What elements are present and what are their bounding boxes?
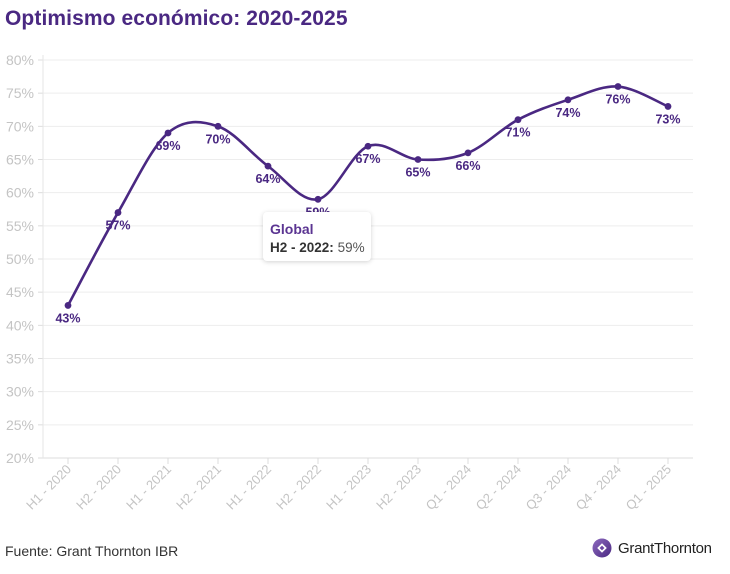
x-tick-label: Q2 - 2024 (473, 462, 524, 513)
tooltip-category: H2 - 2022: (270, 240, 334, 255)
y-tick-label: 50% (6, 251, 34, 267)
y-tick-label: 25% (6, 417, 34, 433)
x-tick-label: Q1 - 2024 (423, 462, 474, 513)
chart-title: Optimismo económico: 2020-2025 (5, 7, 348, 30)
data-point[interactable] (514, 116, 522, 124)
data-point[interactable] (614, 83, 622, 90)
data-point[interactable] (314, 195, 322, 203)
y-tick-label: 70% (6, 118, 34, 134)
y-axis: 20% 25% 30% 35% 40% 45% 50% 55% 60% 65% 70% 75% 80% (6, 52, 44, 466)
data-label: 57% (105, 219, 130, 233)
data-point[interactable] (564, 96, 572, 104)
data-label: 64% (255, 172, 280, 186)
source-note: Fuente: Grant Thornton IBR (5, 543, 179, 559)
tooltip-value-line: H2 - 2022: 59% (270, 240, 365, 255)
data-label: 66% (455, 159, 480, 173)
data-label: 65% (405, 166, 430, 180)
y-tick-label: 40% (6, 317, 34, 333)
x-tick-label: H1 - 2021 (123, 462, 174, 513)
data-point[interactable] (464, 149, 472, 157)
x-tick-label: H2 - 2022 (273, 462, 324, 513)
tooltip: Global H2 - 2022: 59% (263, 212, 371, 261)
data-label: 70% (205, 132, 230, 146)
x-axis: H1 - 2020 H2 - 2020 H1 - 2021 H2 - 2021 H1 -… (23, 458, 674, 513)
y-tick-label: 35% (6, 351, 34, 367)
data-points (64, 83, 672, 309)
x-tick-label: H1 - 2020 (23, 462, 74, 513)
tooltip-value: 59% (337, 240, 365, 255)
logo-text: GrantThornton (618, 539, 712, 557)
data-label: 69% (155, 139, 180, 153)
x-tick-label: H2 - 2023 (373, 462, 424, 513)
y-tick-label: 65% (6, 152, 34, 168)
y-tick-label: 60% (6, 185, 34, 201)
data-point[interactable] (364, 142, 372, 150)
data-label: 43% (55, 311, 80, 325)
data-label: 74% (555, 106, 580, 120)
data-point[interactable] (214, 122, 222, 130)
grant-thornton-logo-icon (592, 538, 612, 558)
y-tick-label: 45% (6, 284, 34, 300)
data-label: 71% (505, 126, 530, 140)
data-point[interactable] (164, 129, 172, 137)
x-tick-label: H2 - 2020 (73, 462, 124, 513)
x-tick-label: Q1 - 2025 (623, 462, 674, 513)
data-label: 67% (355, 152, 380, 166)
data-point[interactable] (64, 302, 72, 309)
data-point[interactable] (264, 162, 272, 170)
x-tick-label: H1 - 2022 (223, 462, 274, 513)
data-label: 73% (655, 112, 680, 126)
y-tick-label: 75% (6, 85, 34, 101)
tooltip-series-name: Global (270, 221, 314, 237)
data-point[interactable] (114, 209, 122, 216)
data-label: 76% (605, 93, 630, 107)
data-labels: 43% 57% 69% 70% 64% 59% 67% 65% 66% 71% 74% 76% 73% (55, 93, 680, 326)
y-tick-label: 55% (6, 218, 34, 234)
y-tick-label: 80% (6, 52, 34, 68)
x-tick-label: Q4 - 2024 (573, 462, 624, 513)
x-tick-label: H1 - 2023 (323, 462, 374, 513)
data-point[interactable] (664, 103, 672, 110)
data-point[interactable] (414, 156, 422, 163)
x-tick-label: Q3 - 2024 (523, 462, 574, 513)
grant-thornton-logo: GrantThornton (592, 538, 712, 558)
y-tick-label: 30% (6, 384, 34, 400)
x-tick-label: H2 - 2021 (173, 462, 224, 513)
y-tick-label: 20% (6, 450, 34, 466)
